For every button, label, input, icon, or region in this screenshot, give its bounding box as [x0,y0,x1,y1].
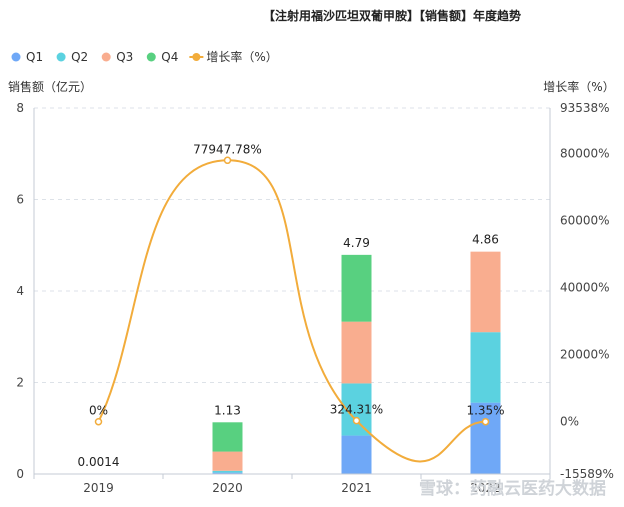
bar-total-label: 0.0014 [78,455,120,469]
y-tick-label-left: 2 [16,376,24,390]
axes: 2019 2020 2021 2022 0 2 4 6 8 -15589% 0% 20000% 4000… [16,101,614,495]
bar-segment-q1[interactable] [470,402,501,474]
y-tick-label-right: -15589% [560,467,614,481]
bar-total-label: 4.86 [472,233,499,247]
legend-swatch-q1 [11,52,21,62]
bar-segment-q3[interactable] [341,321,372,384]
bar-segment-q1[interactable] [212,472,243,474]
growth-point[interactable] [352,416,361,425]
y-axis-label-right: 增长率（%） [543,79,614,94]
bar-total-label: 1.13 [214,403,241,417]
bar-segment-q2[interactable] [212,470,243,473]
legend-label[interactable]: Q3 [116,50,133,64]
data-labels: 0.0014 1.13 4.79 4.86 0% 77947.78% 324.31% 1.35… [78,142,505,469]
bar-segment-q1[interactable] [341,435,372,474]
growth-label: 77947.78% [193,142,262,156]
bar-segment-q3[interactable] [470,251,501,333]
bar-segment-q4[interactable] [212,422,243,452]
watermark: 雪球：药融云医药大数据 [419,478,606,499]
bar-segment-q2[interactable] [470,332,501,403]
legend[interactable]: Q1 Q2 Q3 Q4 增长率（%） [11,49,278,64]
bar-segment-q3[interactable] [212,451,243,471]
y-axis-label-left: 销售额（亿元） [8,79,92,94]
y-tick-label-left: 8 [16,101,24,115]
growth-line [94,156,490,463]
x-tick-label: 2022 [470,481,501,495]
x-tick-label: 2021 [341,481,372,495]
growth-point[interactable] [94,417,103,426]
growth-label: 324.31% [330,403,383,417]
chart-title: 【注射用福沙匹坦双葡甲胺】【销售额】年度趋势 [263,8,521,23]
grid-lines [34,107,550,383]
legend-marker-growth [192,53,201,61]
growth-line-path [97,159,486,463]
growth-label: 0% [89,404,108,418]
legend-label[interactable]: Q2 [71,50,88,64]
legend-swatch-q2 [56,52,66,62]
y-tick-label-right: 60000% [560,213,610,227]
legend-label[interactable]: Q4 [161,50,178,64]
y-tick-label-left: 6 [16,193,24,207]
legend-swatch-q4 [146,52,156,62]
y-tick-label-left: 4 [16,284,24,298]
x-tick-label: 2019 [83,481,114,495]
bars [83,251,501,475]
y-tick-label-left: 0 [16,467,24,481]
y-tick-label-right: 80000% [560,146,610,160]
growth-label: 1.35% [466,404,504,418]
y-tick-label-right: 20000% [560,348,610,362]
growth-point[interactable] [223,156,232,165]
growth-point[interactable] [481,417,490,426]
legend-swatch-q3 [101,52,111,62]
y-tick-label-right: 40000% [560,281,610,295]
legend-label[interactable]: Q1 [26,50,43,64]
y-tick-label-right: 93538% [560,101,610,115]
x-tick-label: 2020 [212,481,243,495]
bar-segment-q4[interactable] [341,254,372,322]
bar-total-label: 4.79 [343,236,370,250]
y-tick-label-right: 0% [560,415,579,429]
legend-label[interactable]: 增长率（%） [206,49,277,64]
